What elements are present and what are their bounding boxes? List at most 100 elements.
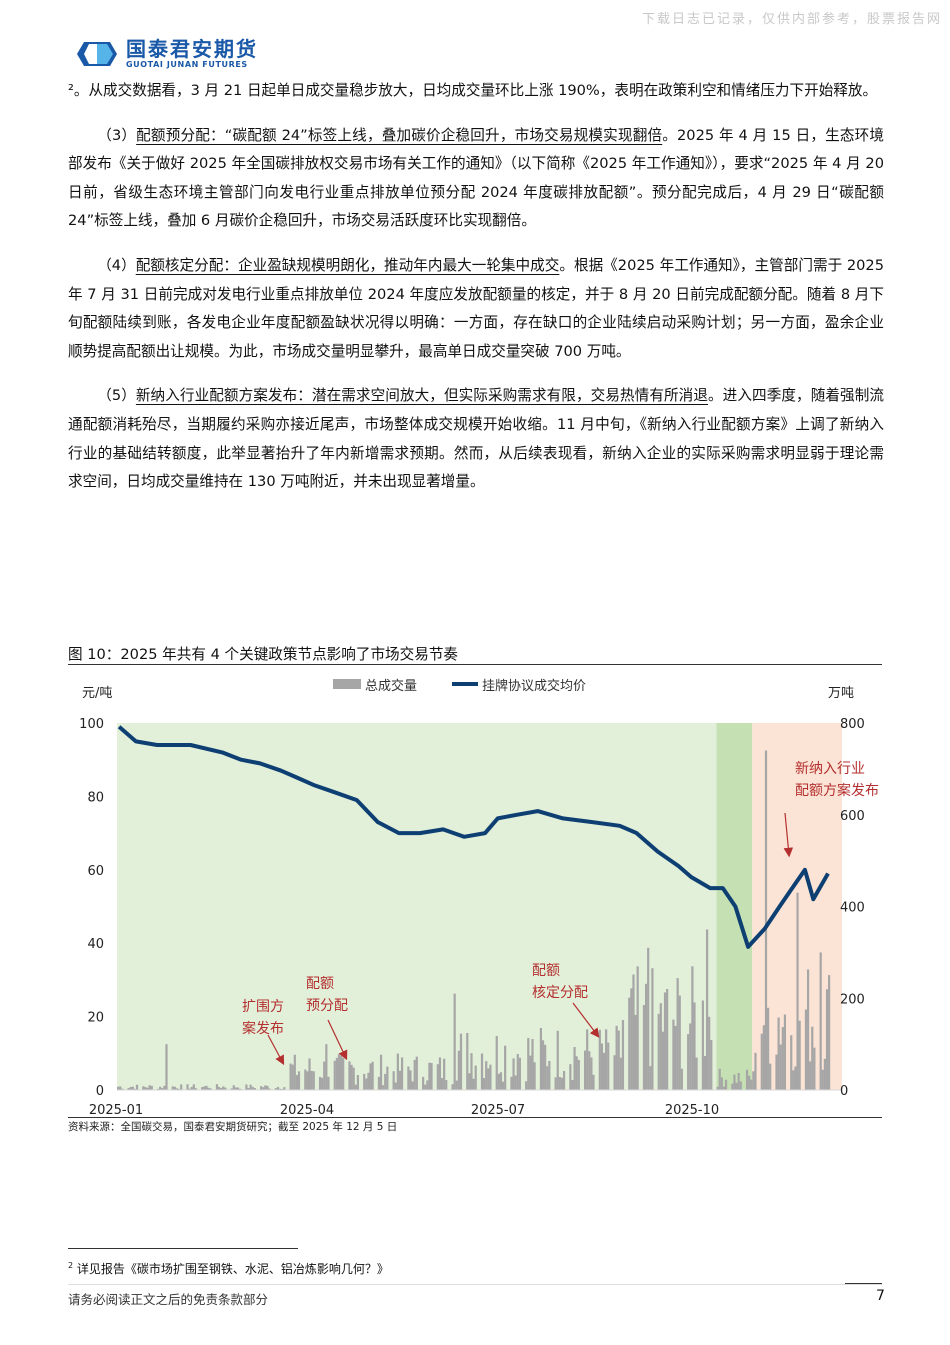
- volume-bar: [236, 1087, 240, 1090]
- volume-bar: [750, 1079, 753, 1090]
- company-logo: 国泰君安期货 GUOTAI JUNAN FUTURES: [76, 38, 258, 69]
- volume-bar: [480, 1053, 484, 1090]
- volume-bar: [619, 1057, 622, 1090]
- volume-bar: [687, 1034, 690, 1090]
- volume-bar: [676, 978, 679, 1090]
- annotation-label: 配额: [532, 963, 560, 979]
- left-axis-label: 元/吨: [82, 686, 112, 701]
- volume-bar: [806, 969, 810, 1090]
- volume-bar: [201, 1087, 204, 1090]
- volume-bar: [207, 1087, 210, 1090]
- volume-bar: [813, 1047, 816, 1090]
- volume-bar: [424, 1084, 427, 1090]
- paragraph-1: ²。从成交数据看，3 月 21 日起单日成交量稳步放大，日均成交量环比上涨 19…: [68, 82, 878, 99]
- volume-bar: [119, 1086, 122, 1090]
- volume-bar: [323, 1061, 326, 1090]
- volume-bar: [722, 1086, 726, 1090]
- annotation-label: 新纳入行业: [795, 761, 865, 777]
- volume-bar: [651, 968, 654, 1090]
- volume-bar: [135, 1084, 139, 1090]
- volume-bar: [209, 1088, 212, 1090]
- volume-bar: [325, 1044, 328, 1090]
- volume-bar: [430, 1063, 433, 1090]
- paragraph-4-number: （4）: [97, 256, 136, 274]
- volume-bar: [386, 1066, 389, 1090]
- volume-bar: [796, 892, 799, 1090]
- logo-mark-icon: [76, 40, 118, 68]
- volume-bar: [485, 1061, 488, 1090]
- volume-bar: [733, 1074, 736, 1090]
- volume-bar: [512, 1058, 515, 1090]
- volume-bar: [251, 1086, 254, 1090]
- volume-bar: [575, 1056, 578, 1090]
- volume-bar: [674, 1025, 677, 1090]
- volume-bar: [156, 1088, 160, 1090]
- volume-bar: [708, 1016, 711, 1090]
- volume-bar: [165, 1044, 168, 1090]
- shaded-region: [117, 723, 717, 1090]
- volume-bar: [352, 1067, 355, 1090]
- figure-title: 图 10：2025 年共有 4 个关键政策节点影响了市场交易节奏: [68, 646, 459, 663]
- volume-bar: [245, 1084, 248, 1090]
- volume-bar: [459, 1033, 463, 1090]
- left-axis-ticks: 0 20 40 60 80 100: [79, 717, 104, 1099]
- volume-bar: [659, 1003, 662, 1090]
- volume-bar: [600, 1043, 604, 1090]
- volume-bar: [321, 1077, 324, 1090]
- volume-bar: [426, 1080, 429, 1090]
- volume-bar: [501, 1081, 505, 1090]
- volume-bar: [445, 1079, 448, 1090]
- annotation-label: 配额方案发布: [795, 782, 879, 799]
- figure-source: 资料来源：全国碳交易，国泰君安期货研究；截至 2025 年 12 月 5 日: [68, 1121, 398, 1133]
- volume-bar: [276, 1086, 280, 1090]
- volume-bar: [556, 1030, 559, 1090]
- volume-bar: [260, 1086, 263, 1090]
- volume-bar: [527, 1038, 530, 1090]
- legend-volume-label: 总成交量: [365, 678, 417, 694]
- volume-bar: [354, 1084, 357, 1090]
- svg-text:2025-10: 2025-10: [665, 1103, 719, 1118]
- volume-bar: [142, 1086, 145, 1090]
- volume-bar: [525, 1081, 528, 1090]
- volume-bar: [295, 1074, 299, 1090]
- volume-bar: [592, 1074, 595, 1090]
- volume-bar: [544, 1044, 547, 1090]
- volume-bar: [335, 1057, 338, 1090]
- volume-bar: [232, 1085, 235, 1090]
- volume-bar: [278, 1088, 282, 1090]
- volume-bar: [731, 1083, 734, 1090]
- footnote: 2 详见报告《碳市场扩围至钢铁、水泥、铝冶炼影响几何？》: [68, 1260, 389, 1277]
- volume-bar: [443, 1058, 446, 1090]
- download-log-watermark: 下载日志已记录，仅供内部参考，股票报告网: [641, 12, 942, 27]
- volume-bar: [598, 1029, 601, 1090]
- volume-bar: [577, 1059, 580, 1090]
- svg-text:80: 80: [87, 790, 104, 805]
- chart-shaded-regions: [117, 723, 842, 1090]
- volume-bar: [222, 1086, 225, 1090]
- volume-bar: [455, 1080, 458, 1090]
- annotation-label: 配额: [306, 976, 334, 992]
- paragraph-3: （3）配额预分配：“碳配额 24”标签上线，叠加碳价企稳回升，市场交易规模实现翻…: [68, 122, 884, 236]
- volume-bar: [558, 1076, 561, 1090]
- volume-bar: [365, 1078, 368, 1090]
- volume-bar: [422, 1076, 425, 1090]
- volume-bar: [356, 1075, 360, 1090]
- volume-bar: [178, 1089, 181, 1090]
- volume-bar: [823, 1058, 826, 1090]
- volume-bar: [819, 952, 822, 1090]
- volume-bar: [127, 1088, 130, 1090]
- volume-bar: [396, 1053, 399, 1090]
- volume-bar: [716, 1086, 719, 1090]
- volume-bar: [234, 1087, 237, 1090]
- volume-bar: [632, 974, 635, 1090]
- volume-bar: [253, 1088, 256, 1090]
- volume-bar: [569, 1064, 572, 1090]
- annotation-label: 扩围方: [242, 999, 284, 1015]
- volume-bar: [159, 1086, 162, 1090]
- body-text: ²。从成交数据看，3 月 21 日起单日成交量稳步放大，日均成交量环比上涨 19…: [68, 77, 884, 513]
- volume-bar: [828, 975, 831, 1090]
- svg-text:100: 100: [79, 717, 104, 732]
- volume-bar: [769, 1063, 772, 1090]
- volume-bar: [590, 1057, 593, 1090]
- volume-bar: [529, 1055, 532, 1090]
